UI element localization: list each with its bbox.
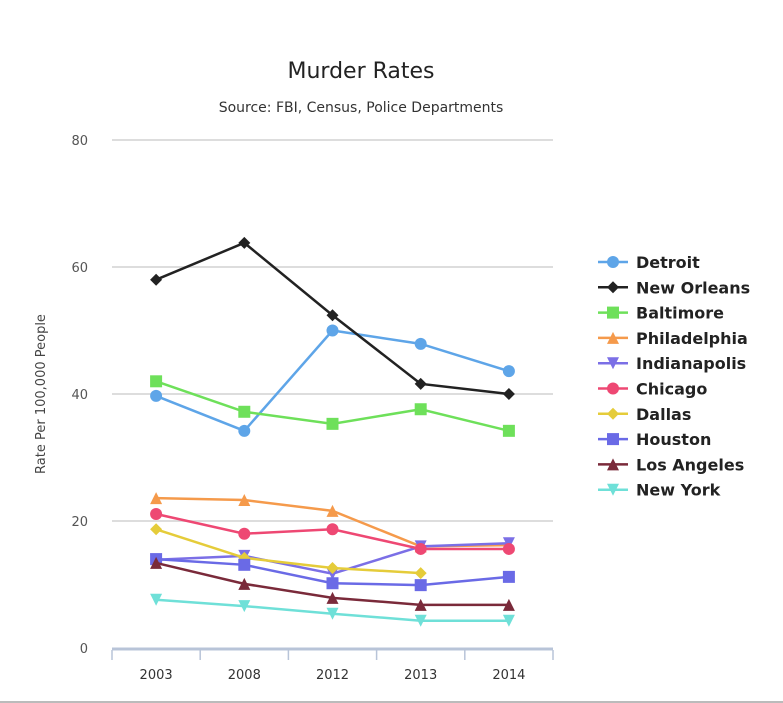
legend-item[interactable]: Dallas — [598, 405, 691, 424]
data-point — [150, 523, 163, 536]
data-point — [414, 614, 427, 627]
legend-marker — [607, 483, 619, 496]
data-point — [326, 577, 339, 590]
legend-marker — [607, 331, 619, 344]
data-point — [238, 494, 251, 507]
series-baltimore — [150, 375, 515, 437]
data-point — [326, 504, 339, 517]
legend-marker — [607, 357, 619, 370]
x-tick-label: 2003 — [140, 668, 173, 683]
data-point — [238, 600, 251, 613]
x-tick-label: 2013 — [404, 668, 437, 683]
legend-item[interactable]: New York — [598, 481, 721, 500]
y-axis-label: Rate Per 100,000 People — [34, 314, 49, 474]
data-point — [150, 556, 163, 569]
data-point — [238, 424, 251, 437]
data-point — [150, 273, 163, 286]
data-point — [414, 567, 427, 580]
series-line — [155, 528, 421, 575]
y-tick-label: 0 — [80, 642, 88, 657]
x-tick-label: 2014 — [492, 668, 525, 683]
legend-item[interactable]: Indianapolis — [598, 354, 746, 373]
data-point — [326, 591, 339, 604]
series-houston — [150, 553, 515, 592]
data-point — [150, 492, 163, 505]
data-point — [414, 579, 427, 592]
legend-marker — [607, 306, 619, 319]
x-tick-label: 2012 — [316, 668, 349, 683]
data-point — [414, 542, 427, 555]
data-point — [502, 424, 515, 437]
legend-item[interactable]: Los Angeles — [598, 455, 744, 474]
data-point — [502, 542, 515, 555]
legend-item[interactable]: Houston — [598, 430, 711, 449]
chart-title: Murder Rates — [287, 59, 434, 84]
data-point — [414, 377, 427, 390]
legend-item[interactable]: Detroit — [598, 253, 700, 272]
legend-item[interactable]: Chicago — [598, 380, 707, 399]
legend-label: Detroit — [636, 253, 700, 272]
series-chicago — [150, 508, 515, 555]
legend-label: New Orleans — [636, 278, 750, 297]
data-point — [414, 337, 427, 350]
series-line — [155, 329, 510, 433]
legend-marker — [607, 433, 619, 446]
legend-label: New York — [636, 481, 721, 500]
legend-label: Indianapolis — [636, 354, 746, 373]
legend-item[interactable]: Baltimore — [598, 304, 724, 323]
data-point — [238, 405, 251, 418]
data-point — [326, 417, 339, 430]
legend-label: Philadelphia — [636, 329, 748, 348]
data-point — [414, 403, 427, 416]
legend-label: Baltimore — [636, 304, 724, 323]
data-point — [502, 614, 515, 627]
legend-marker — [607, 382, 619, 395]
data-point — [326, 607, 339, 620]
y-tick-label: 80 — [71, 134, 88, 149]
chart-subtitle: Source: FBI, Census, Police Departments — [219, 100, 504, 116]
data-point — [238, 577, 251, 590]
series-los-angeles — [150, 556, 515, 611]
data-point — [326, 523, 339, 536]
series-philadelphia — [150, 492, 515, 553]
legend-label: Los Angeles — [636, 455, 744, 474]
legend-marker — [607, 256, 619, 268]
data-point — [150, 375, 163, 388]
series-new-york — [150, 593, 515, 627]
series-detroit — [150, 324, 515, 437]
legend-label: Chicago — [636, 380, 707, 399]
legend-label: Dallas — [636, 405, 691, 424]
x-tick-label: 2008 — [228, 668, 261, 683]
data-point — [150, 508, 163, 521]
legend-item[interactable]: Philadelphia — [598, 329, 748, 348]
data-point — [326, 324, 339, 337]
data-point — [150, 389, 163, 402]
data-point — [326, 561, 339, 574]
data-point — [150, 593, 163, 606]
y-tick-label: 40 — [71, 388, 88, 403]
data-point — [502, 388, 515, 400]
legend-label: Houston — [636, 430, 711, 449]
data-point — [238, 527, 251, 540]
data-point — [238, 236, 251, 249]
data-point — [414, 598, 427, 611]
legend-marker — [607, 458, 619, 471]
data-point — [502, 570, 515, 583]
legend-marker — [607, 281, 619, 294]
legend-item[interactable]: New Orleans — [598, 278, 750, 297]
y-tick-label: 20 — [71, 515, 88, 530]
y-tick-label: 60 — [71, 261, 88, 276]
series-dallas — [150, 523, 427, 580]
data-point — [502, 365, 515, 378]
data-point — [326, 309, 339, 322]
data-point — [238, 558, 251, 571]
data-point — [502, 598, 515, 611]
legend-marker — [607, 407, 619, 420]
series-new-orleans — [150, 236, 515, 400]
